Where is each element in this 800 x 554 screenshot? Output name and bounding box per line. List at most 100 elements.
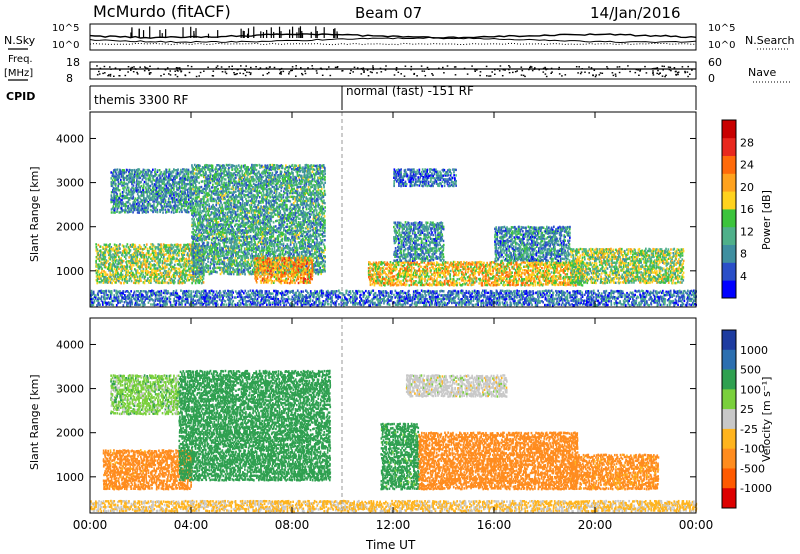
heatmap-cell — [157, 246, 159, 248]
heatmap-cell — [180, 244, 182, 246]
heatmap-cell — [179, 185, 181, 187]
heatmap-cell — [149, 195, 151, 197]
heatmap-cell — [266, 198, 268, 200]
freq-mark — [546, 76, 548, 77]
heatmap-cell — [238, 242, 240, 244]
heatmap-cell — [157, 198, 159, 200]
heatmap-cell — [238, 220, 240, 222]
heatmap-cell — [254, 216, 256, 218]
heatmap-cell — [139, 258, 141, 260]
heatmap-cell — [95, 260, 97, 262]
heatmap-cell — [208, 254, 210, 256]
heatmap-cell — [137, 256, 139, 258]
heatmap-cell — [117, 272, 119, 274]
heatmap-cell — [250, 255, 252, 257]
heatmap-cell — [231, 169, 233, 171]
freq-mark — [148, 70, 150, 71]
heatmap-cell — [144, 282, 146, 284]
heatmap-cell — [237, 168, 239, 170]
heatmap-cell — [111, 211, 113, 213]
heatmap-cell — [239, 188, 241, 190]
freq-mark — [316, 72, 318, 73]
heatmap-cell — [250, 270, 252, 272]
heatmap-cell — [187, 252, 189, 254]
heatmap-cell — [166, 266, 168, 268]
heatmap-cell — [244, 269, 246, 271]
heatmap-cell — [256, 169, 258, 171]
freq-mark — [250, 67, 252, 68]
heatmap-cell — [142, 248, 144, 250]
heatmap-cell — [215, 204, 217, 206]
heatmap-cell — [244, 176, 246, 178]
freq-mark — [551, 71, 553, 72]
heatmap-cell — [211, 194, 213, 196]
heatmap-cell — [214, 247, 216, 249]
freq-mark — [322, 75, 324, 76]
heatmap-cell — [267, 237, 269, 239]
heatmap-cell — [157, 169, 159, 171]
heatmap-cell — [259, 247, 261, 249]
heatmap-cell — [254, 194, 256, 196]
freq-mark — [559, 73, 561, 74]
freq-mark — [676, 74, 678, 75]
freq-mark — [516, 70, 518, 71]
heatmap-cell — [128, 189, 130, 191]
heatmap-cell — [111, 268, 113, 270]
heatmap-cell — [114, 263, 116, 265]
heatmap-cell — [253, 251, 255, 253]
freq-mark — [245, 75, 247, 76]
heatmap-cell — [128, 201, 130, 203]
heatmap-cell — [176, 258, 178, 260]
heatmap-cell — [138, 195, 140, 197]
freq-mark — [96, 65, 98, 66]
heatmap-cell — [173, 212, 175, 214]
freq-mark — [295, 65, 297, 66]
freq-mark — [689, 74, 691, 75]
heatmap-cell — [174, 281, 176, 283]
heatmap-cell — [179, 272, 181, 274]
freq-mark — [521, 67, 523, 68]
freq-mark — [119, 70, 121, 71]
heatmap-cell — [146, 266, 148, 268]
heatmap-cell — [239, 206, 241, 208]
heatmap-cell — [209, 222, 211, 224]
heatmap-cell — [228, 167, 230, 169]
heatmap-cell — [186, 197, 188, 199]
freq-mark — [283, 71, 285, 72]
heatmap-cell — [114, 201, 116, 203]
heatmap-cell — [146, 193, 148, 195]
heatmap-cell — [188, 175, 190, 177]
freq-mark — [177, 76, 179, 77]
freq-mark — [267, 73, 269, 74]
freq-mark — [561, 75, 563, 76]
nsky-label: N.Sky — [4, 34, 36, 47]
heatmap-cell — [251, 194, 253, 196]
freq-mark — [447, 65, 449, 66]
freq-mark — [606, 66, 608, 67]
freq-mark — [149, 74, 151, 75]
heatmap-cell — [197, 173, 199, 175]
heatmap-cell — [242, 257, 244, 259]
heatmap-cell — [145, 246, 147, 248]
heatmap-cell — [141, 185, 143, 187]
freq-mark — [584, 72, 586, 73]
freq-mark — [149, 72, 151, 73]
heatmap-cell — [152, 185, 154, 187]
freq-mark — [196, 76, 198, 77]
freq-mark — [149, 66, 151, 67]
heatmap-cell — [192, 273, 194, 275]
heatmap-cell — [119, 248, 121, 250]
heatmap-cell — [236, 181, 238, 183]
heatmap-cell — [268, 207, 270, 209]
heatmap-cell — [207, 232, 209, 234]
heatmap-cell — [204, 259, 206, 261]
freq-marks — [90, 65, 696, 77]
heatmap-cell — [176, 271, 178, 273]
heatmap-cell — [236, 165, 238, 167]
heatmap-cell — [259, 190, 261, 192]
heatmap-cell — [112, 185, 114, 187]
heatmap-cell — [203, 263, 205, 265]
heatmap-cell — [98, 270, 100, 272]
heatmap-cell — [188, 169, 190, 171]
freq-mark — [311, 65, 313, 66]
